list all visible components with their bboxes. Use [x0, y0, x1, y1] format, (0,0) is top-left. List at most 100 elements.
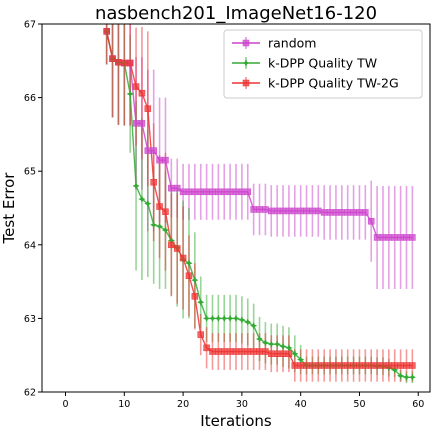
series-2-point: [238, 348, 246, 355]
series-2-point: [150, 178, 157, 186]
series-0-point: [268, 207, 275, 215]
series-1-point: [150, 221, 158, 229]
series-0-point: [338, 209, 346, 216]
series-0-point: [197, 188, 204, 196]
series-0-point: [403, 234, 410, 241]
legend-entry-label: k-DPP Quality TW-2G: [268, 76, 399, 91]
series-0-point: [297, 207, 304, 215]
series-2-point: [273, 350, 281, 357]
series-0-point: [409, 234, 416, 241]
x-tick-label: 0: [62, 399, 68, 410]
series-2-point: [215, 348, 222, 355]
series-1-point: [408, 373, 416, 381]
series-1-point: [138, 195, 146, 203]
y-axis-label: Test Error: [0, 172, 18, 245]
series-0-point: [215, 188, 222, 196]
series-2-point: [209, 348, 216, 355]
series-0-point: [285, 207, 293, 215]
series-2-point: [250, 348, 257, 355]
series-1-point: [220, 314, 228, 322]
series-2-point: [350, 362, 357, 369]
series-0-point: [373, 234, 381, 241]
series-2-point: [285, 350, 293, 357]
series-2-point: [385, 362, 393, 369]
series-2-point: [279, 350, 287, 357]
series-0-point: [344, 209, 351, 216]
x-tick-label: 20: [177, 399, 189, 410]
series-2-point: [144, 105, 152, 112]
series-1-point: [285, 344, 293, 352]
series-2-point: [203, 344, 210, 352]
series-0-point: [132, 120, 140, 127]
series-0-point: [326, 209, 334, 216]
series-2-point: [391, 362, 398, 369]
series-1-point: [197, 298, 205, 306]
legend-swatch-marker: [242, 39, 250, 47]
series-1-point: [244, 318, 252, 326]
series-2-point: [403, 362, 410, 369]
series-1-point: [185, 259, 193, 267]
series-2-point: [191, 293, 199, 300]
series-2-point: [185, 272, 193, 279]
y-tick-label: 65: [24, 167, 36, 178]
series-1-point: [255, 335, 264, 343]
series-2-point: [373, 362, 381, 369]
series-0-point: [379, 234, 387, 241]
series-1-point: [167, 236, 175, 244]
series-2-point: [226, 348, 234, 355]
legend-swatch-marker: [242, 79, 250, 87]
chart-title: nasbench201_ImageNet16-120: [95, 3, 377, 24]
x-axis-label: Iterations: [200, 412, 272, 430]
series-0-point: [138, 120, 146, 127]
series-0-point: [173, 184, 181, 192]
series-2-point: [173, 245, 181, 252]
series-1-point: [279, 342, 287, 350]
series-2-point: [115, 59, 122, 66]
series-1-point: [391, 366, 399, 374]
series-2-point: [362, 362, 369, 369]
series-2-point: [156, 203, 163, 210]
series-0-point: [315, 207, 322, 215]
series-1-point: [208, 314, 217, 322]
series-1-point: [226, 314, 234, 322]
series-0-point: [332, 209, 340, 216]
series-0-point: [397, 234, 404, 241]
legend-entry-label: random: [268, 36, 316, 51]
series-0-point: [256, 206, 263, 213]
x-tick-label: 10: [118, 399, 130, 410]
y-tick-label: 66: [24, 93, 36, 104]
series-2-point: [121, 59, 128, 67]
series-0-point: [273, 207, 281, 215]
series-2-point: [367, 362, 375, 369]
legend-box: [223, 29, 423, 99]
series-0-point: [150, 147, 157, 154]
series-2-point: [262, 348, 269, 355]
series-1-point: [291, 350, 299, 358]
series-0-point: [362, 209, 369, 216]
series-2-point: [103, 28, 110, 35]
series-1-point: [402, 373, 411, 381]
series-0-point: [385, 234, 393, 241]
series-2-point: [109, 55, 116, 62]
series-2-point: [244, 348, 252, 355]
series-2-point: [409, 362, 416, 369]
series-0-point: [162, 156, 169, 164]
series-2-point: [397, 362, 404, 369]
series-1-point: [144, 199, 152, 208]
legend-swatch-marker: [242, 59, 250, 67]
series-1-point: [155, 222, 164, 230]
series-0-point: [356, 209, 363, 216]
x-tick-label: 50: [353, 399, 365, 410]
x-tick-label: 60: [412, 399, 424, 410]
y-tick-label: 63: [24, 314, 36, 325]
y-tick-label: 62: [24, 388, 36, 399]
series-2-point: [197, 331, 204, 338]
series-2-point: [256, 348, 263, 355]
series-2-point: [220, 348, 228, 355]
series-1-point: [191, 276, 199, 284]
series-0-point: [320, 209, 328, 216]
series-2-point: [379, 362, 387, 369]
series-1-point: [250, 322, 258, 330]
series-2-point: [162, 208, 169, 215]
series-0-point: [391, 234, 398, 241]
